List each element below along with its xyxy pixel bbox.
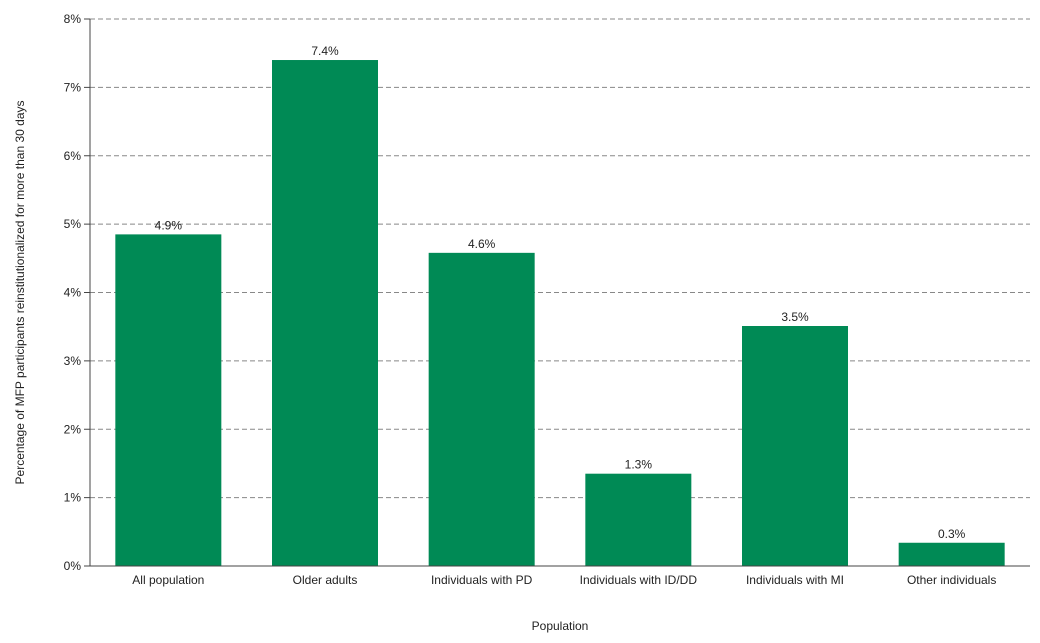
x-axis-ticks: All population Older adults Individuals wi… (132, 573, 996, 587)
y-tick-label: 6% (64, 149, 82, 163)
bar (115, 234, 222, 566)
bar (272, 60, 378, 567)
y-tick-label: 2% (64, 422, 82, 436)
bar (585, 473, 692, 566)
bars (115, 60, 1005, 567)
data-label: 7.4% (311, 44, 339, 58)
data-label: 0.3% (938, 527, 966, 541)
data-label: 4.9% (155, 218, 183, 232)
bar (428, 252, 535, 566)
x-tick-label: Other individuals (907, 573, 996, 587)
y-tick-label: 1% (64, 491, 82, 505)
y-tick-label: 4% (64, 286, 82, 300)
y-axis-ticks: 0% 1% 2% 3% 4% 5% 6% 7% 8% (64, 12, 90, 573)
x-axis-title: Population (532, 619, 589, 633)
y-axis-title: Percentage of MFP participants reinstitu… (13, 101, 27, 485)
data-label: 3.5% (781, 310, 809, 324)
data-label: 4.6% (468, 237, 496, 251)
y-tick-label: 8% (64, 12, 82, 26)
gridlines (90, 18, 1030, 499)
data-labels: 4.9% 7.4% 4.6% 1.3% 3.5% 0.3% (155, 44, 966, 541)
y-tick-label: 3% (64, 354, 82, 368)
y-tick-label: 5% (64, 217, 82, 231)
y-tick-label: 0% (64, 559, 82, 573)
data-label: 1.3% (625, 458, 653, 472)
x-tick-label: Older adults (293, 573, 358, 587)
x-tick-label: Individuals with MI (746, 573, 844, 587)
bar (898, 542, 1005, 566)
x-tick-label: Individuals with ID/DD (580, 573, 698, 587)
x-tick-label: All population (132, 573, 204, 587)
y-tick-label: 7% (64, 80, 82, 94)
x-tick-label: Individuals with PD (431, 573, 533, 587)
bar (742, 326, 848, 566)
